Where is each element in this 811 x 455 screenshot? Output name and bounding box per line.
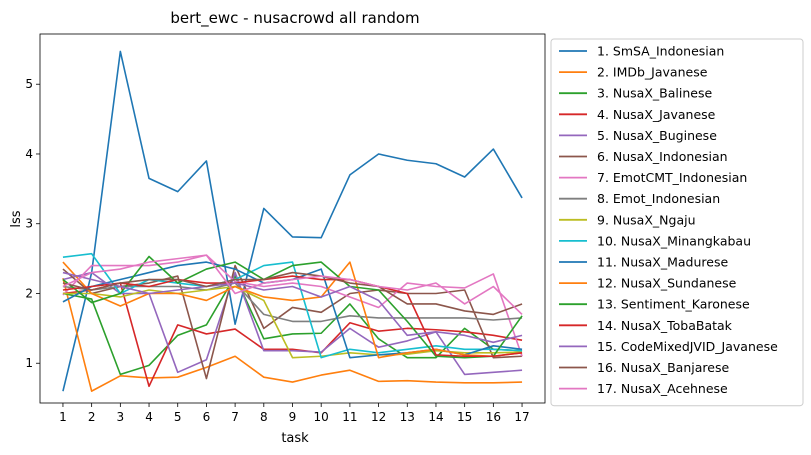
series-line-17 (62, 254, 523, 315)
x-tick-label: 9 (289, 410, 297, 424)
legend-label: 11. NusaX_Madurese (597, 255, 728, 270)
legend-label: 6. NusaX_Indonesian (597, 149, 728, 164)
series-line-5 (62, 271, 523, 376)
x-tick-label: 14 (428, 410, 443, 424)
x-tick-label: 4 (145, 410, 153, 424)
y-axis-label: lss (9, 210, 24, 227)
x-tick-label: 5 (174, 410, 182, 424)
x-tick-label: 16 (486, 410, 501, 424)
x-tick-label: 1 (59, 410, 67, 424)
x-tick-label: 17 (514, 410, 529, 424)
legend-label: 8. Emot_Indonesian (597, 191, 720, 206)
series-line-13 (62, 255, 523, 359)
series-line-16 (62, 271, 523, 316)
x-tick-label: 6 (203, 410, 211, 424)
legend-label: 14. NusaX_TobaBatak (597, 318, 733, 333)
x-tick-label: 13 (400, 410, 415, 424)
x-tick-label: 2 (88, 410, 96, 424)
legend-label: 7. EmotCMT_Indonesian (597, 170, 747, 185)
y-tick-label: 3 (25, 217, 33, 231)
y-tick-label: 1 (25, 356, 33, 370)
series-line-14 (62, 275, 523, 358)
series-line-3 (62, 275, 523, 376)
series-line-10 (62, 252, 523, 359)
series-line-15 (62, 271, 523, 344)
x-tick-label: 12 (371, 410, 386, 424)
x-tick-label: 11 (342, 410, 357, 424)
y-tick-label: 5 (25, 77, 33, 91)
x-tick-label: 7 (231, 410, 239, 424)
series-line-1 (62, 50, 523, 392)
legend-label: 10. NusaX_Minangkabau (597, 233, 751, 248)
legend-label: 12. NusaX_Sundanese (597, 276, 737, 291)
x-tick-label: 8 (260, 410, 268, 424)
legend-label: 5. NusaX_Buginese (597, 128, 717, 143)
legend-label: 1. SmSA_Indonesian (597, 44, 724, 59)
series-line-12 (62, 261, 523, 359)
x-tick-label: 15 (457, 410, 472, 424)
legend-label: 16. NusaX_Banjarese (597, 360, 729, 375)
series-line-7 (62, 254, 523, 357)
y-tick-label: 2 (25, 286, 33, 300)
series-line-8 (62, 282, 523, 323)
legend-label: 2. IMDb_Javanese (597, 65, 708, 80)
legend-label: 4. NusaX_Javanese (597, 107, 716, 122)
legend-label: 3. NusaX_Balinese (597, 86, 712, 101)
x-tick-label: 3 (117, 410, 125, 424)
plot-frame (39, 33, 546, 404)
legend-box (550, 38, 804, 407)
chart-title: bert_ewc - nusacrowd all random (170, 9, 419, 28)
series-line-2 (62, 277, 523, 392)
x-tick-label: 10 (314, 410, 329, 424)
legend-label: 15. CodeMixedJVID_Javanese (597, 339, 778, 354)
legend-label: 9. NusaX_Ngaju (597, 212, 696, 227)
x-axis-label: task (281, 431, 309, 446)
legend-label: 13. Sentiment_Karonese (597, 297, 750, 312)
y-tick-label: 4 (25, 147, 33, 161)
legend-label: 17. NusaX_Acehnese (597, 381, 728, 396)
series-line-4 (62, 282, 523, 388)
legend: 1. SmSA_Indonesian 2. IMDb_Javanese 3. Nus… (550, 38, 804, 407)
